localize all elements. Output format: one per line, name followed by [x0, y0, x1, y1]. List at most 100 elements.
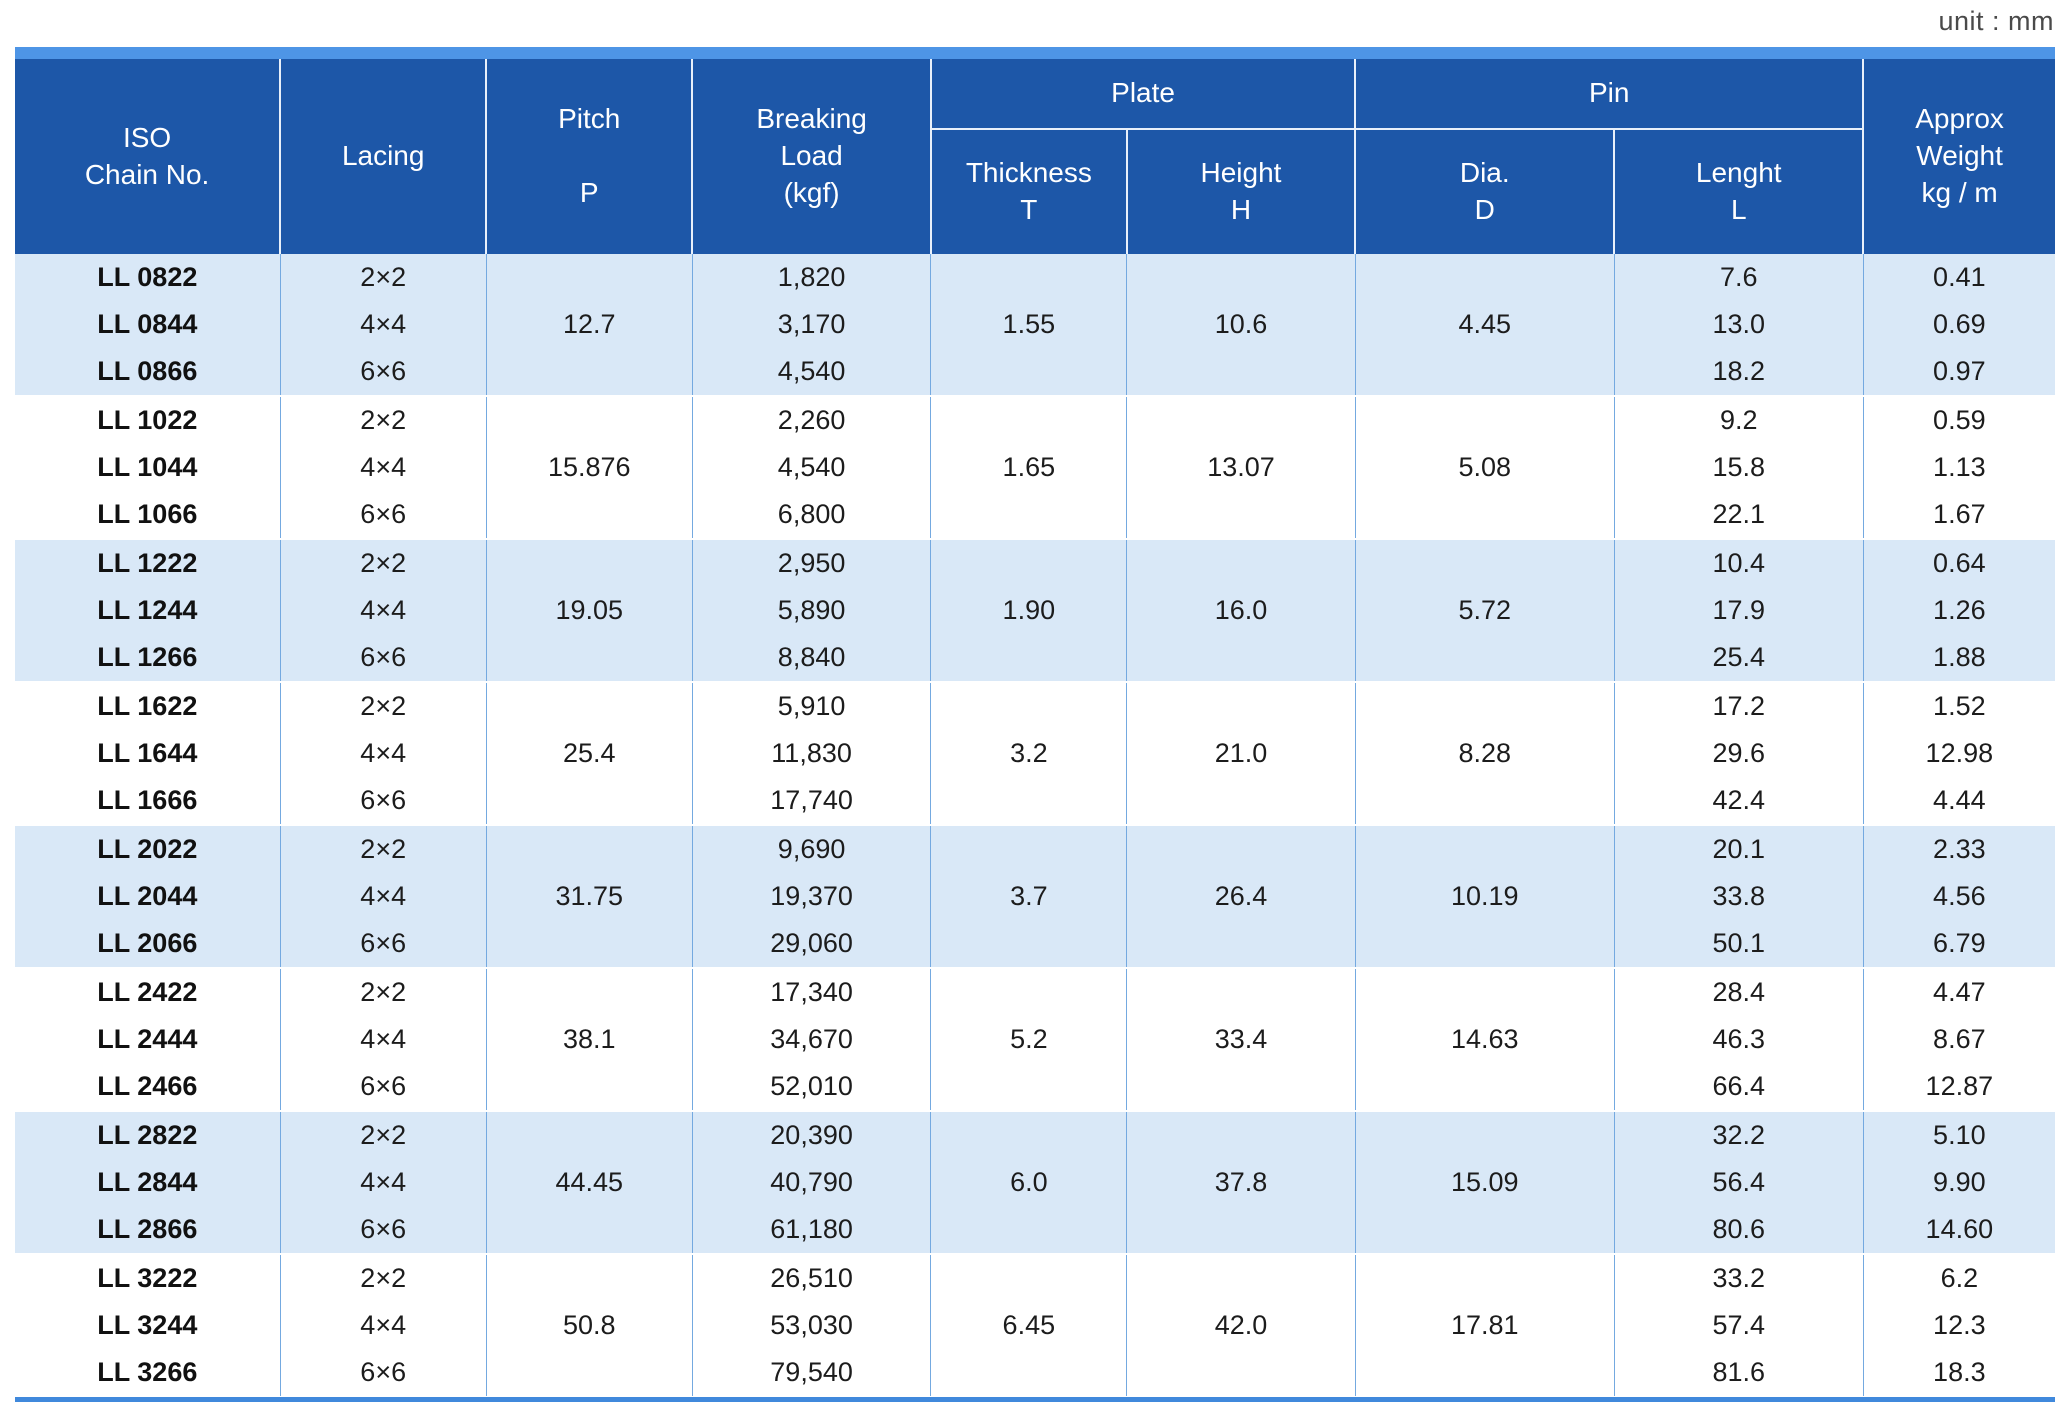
chain-no-cell: LL 2466 — [15, 1063, 281, 1111]
pitch-cell: 44.45 — [485, 1110, 693, 1254]
approx-weight-cell: 4.56 — [1862, 873, 2055, 920]
pin-length-cell: 20.1 — [1613, 824, 1864, 873]
plate-height-cell: 26.4 — [1126, 824, 1356, 968]
pin-length-cell: 17.9 — [1613, 587, 1864, 634]
chain-no-cell: LL 2422 — [15, 967, 281, 1016]
lacing-cell: 4×4 — [279, 587, 487, 634]
header-iso-chain-no-label: ISO Chain No. — [84, 121, 210, 190]
table-row: LL 0844 4×4 3,170 13.0 0.69 — [15, 301, 2055, 348]
table-row: LL 1266 6×6 8,840 25.4 1.88 — [15, 634, 2055, 682]
approx-weight-cell: 0.97 — [1862, 348, 2055, 396]
approx-weight-cell: 12.98 — [1862, 730, 2055, 777]
plate-thickness-cell: 1.90 — [930, 538, 1127, 682]
pin-dia-cell: 4.45 — [1354, 254, 1615, 396]
chain-no-cell: LL 1044 — [15, 444, 281, 491]
lacing-cell: 2×2 — [279, 395, 487, 444]
table-row: LL 2044 4×4 19,370 33.8 4.56 — [15, 873, 2055, 920]
plate-height-cell: 10.6 — [1126, 254, 1356, 396]
table-body: LL 0822 2×2 12.7 1,820 1.55 10.6 4.45 7.6 0.41 LL… — [15, 254, 2055, 1396]
approx-weight-cell: 12.3 — [1862, 1302, 2055, 1349]
breaking-load-cell: 20,390 — [691, 1110, 931, 1159]
table-row: LL 3244 4×4 53,030 57.4 12.3 — [15, 1302, 2055, 1349]
pin-length-cell: 80.6 — [1613, 1206, 1864, 1254]
breaking-load-cell: 9,690 — [691, 824, 931, 873]
pin-dia-cell: 15.09 — [1354, 1110, 1615, 1254]
pin-length-cell: 42.4 — [1613, 777, 1864, 825]
approx-weight-cell: 2.33 — [1862, 824, 2055, 873]
lacing-cell: 2×2 — [279, 967, 487, 1016]
pin-length-cell: 46.3 — [1613, 1016, 1864, 1063]
approx-weight-cell: 4.44 — [1862, 777, 2055, 825]
lacing-cell: 6×6 — [279, 634, 487, 682]
lacing-cell: 6×6 — [279, 920, 487, 968]
pitch-cell: 19.05 — [485, 538, 693, 682]
pin-length-cell: 22.1 — [1613, 491, 1864, 539]
lacing-cell: 4×4 — [279, 444, 487, 491]
header-height-label: Height H — [1200, 157, 1282, 225]
header-lacing-label: Lacing — [341, 140, 425, 172]
table-row: LL 1066 6×6 6,800 22.1 1.67 — [15, 491, 2055, 539]
lacing-cell: 4×4 — [279, 1016, 487, 1063]
approx-weight-cell: 1.67 — [1862, 491, 2055, 539]
chain-no-cell: LL 2444 — [15, 1016, 281, 1063]
lacing-cell: 2×2 — [279, 681, 487, 730]
lacing-cell: 2×2 — [279, 1110, 487, 1159]
pin-dia-cell: 5.72 — [1354, 538, 1615, 682]
breaking-load-cell: 61,180 — [691, 1206, 931, 1254]
pin-dia-cell: 10.19 — [1354, 824, 1615, 968]
chain-spec-table: ISO Chain No. Lacing Pitch P Breaking Lo… — [15, 59, 2055, 1396]
pitch-cell: 50.8 — [485, 1253, 693, 1396]
table-row: LL 2444 4×4 34,670 46.3 8.67 — [15, 1016, 2055, 1063]
table-row: LL 2866 6×6 61,180 80.6 14.60 — [15, 1206, 2055, 1254]
header-height: Height H — [1125, 129, 1356, 254]
pin-length-cell: 13.0 — [1613, 301, 1864, 348]
plate-height-cell: 33.4 — [1126, 967, 1356, 1111]
pin-length-cell: 50.1 — [1613, 920, 1864, 968]
breaking-load-cell: 34,670 — [691, 1016, 931, 1063]
header-length: Lenght L — [1613, 129, 1864, 254]
header-pin-group: Pin — [1354, 59, 1864, 130]
header-length-label: Lenght L — [1695, 157, 1782, 225]
breaking-load-cell: 1,820 — [691, 254, 931, 301]
pin-length-cell: 10.4 — [1613, 538, 1864, 587]
pitch-cell: 12.7 — [485, 254, 693, 396]
lacing-cell: 6×6 — [279, 1063, 487, 1111]
header-pitch: Pitch P — [485, 59, 693, 254]
pin-length-cell: 33.8 — [1613, 873, 1864, 920]
table-row: LL 1666 6×6 17,740 42.4 4.44 — [15, 777, 2055, 825]
approx-weight-cell: 0.64 — [1862, 538, 2055, 587]
approx-weight-cell: 1.13 — [1862, 444, 2055, 491]
plate-thickness-cell: 5.2 — [930, 967, 1127, 1111]
chain-no-cell: LL 0822 — [15, 254, 281, 301]
spec-table-container: ISO Chain No. Lacing Pitch P Breaking Lo… — [15, 47, 2055, 1402]
breaking-load-cell: 4,540 — [691, 444, 931, 491]
lacing-cell: 4×4 — [279, 730, 487, 777]
table-row: LL 0822 2×2 12.7 1,820 1.55 10.6 4.45 7.6 0.41 — [15, 254, 2055, 396]
header-approx-weight-label: Approx Weight kg / m — [1915, 103, 2004, 208]
chain-no-cell: LL 1266 — [15, 634, 281, 682]
header-thickness-label: Thickness T — [965, 157, 1092, 225]
breaking-load-cell: 11,830 — [691, 730, 931, 777]
pin-length-cell: 15.8 — [1613, 444, 1864, 491]
chain-no-cell: LL 2022 — [15, 824, 281, 873]
header-pin-label: Pin — [1588, 77, 1630, 109]
chain-no-cell: LL 1644 — [15, 730, 281, 777]
chain-no-cell: LL 2844 — [15, 1159, 281, 1206]
approx-weight-cell: 9.90 — [1862, 1159, 2055, 1206]
breaking-load-cell: 53,030 — [691, 1302, 931, 1349]
lacing-cell: 6×6 — [279, 1349, 487, 1396]
header-lacing: Lacing — [279, 59, 487, 254]
breaking-load-cell: 5,890 — [691, 587, 931, 634]
table-header: ISO Chain No. Lacing Pitch P Breaking Lo… — [15, 59, 2055, 254]
chain-no-cell: LL 2822 — [15, 1110, 281, 1159]
breaking-load-cell: 5,910 — [691, 681, 931, 730]
header-dia: Dia. D — [1354, 129, 1615, 254]
table-row: LL 2022 2×2 31.75 9,690 3.7 26.4 10.19 20.1 2.33 — [15, 824, 2055, 968]
plate-height-cell: 16.0 — [1126, 538, 1356, 682]
pin-length-cell: 66.4 — [1613, 1063, 1864, 1111]
pin-length-cell: 17.2 — [1613, 681, 1864, 730]
pin-length-cell: 7.6 — [1613, 254, 1864, 301]
breaking-load-cell: 17,740 — [691, 777, 931, 825]
plate-height-cell: 13.07 — [1126, 395, 1356, 539]
header-breaking-load: Breaking Load (kgf) — [691, 59, 931, 254]
